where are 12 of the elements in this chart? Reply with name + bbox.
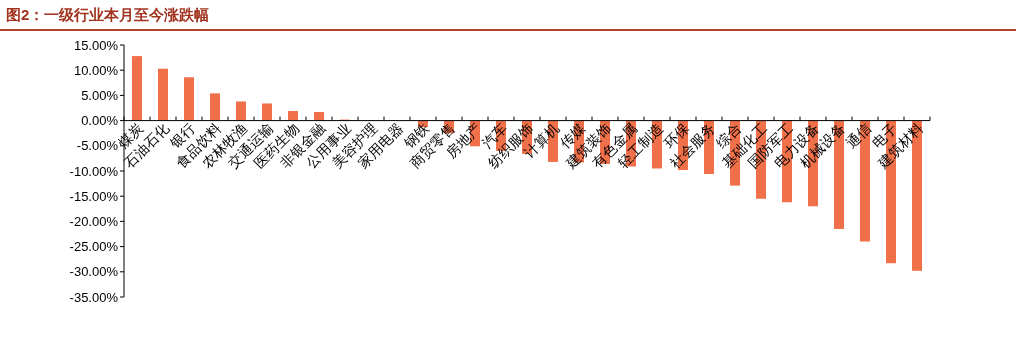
y-tick-label: -35.00%: [69, 289, 119, 305]
y-tick-label: 5.00%: [81, 87, 119, 103]
y-tick-label: 0.00%: [81, 113, 119, 129]
y-tick-label: -15.00%: [69, 188, 119, 204]
y-tick-label: -10.00%: [69, 163, 119, 179]
y-tick-label: 15.00%: [73, 37, 119, 53]
y-tick-label: 10.00%: [73, 62, 119, 78]
y-tick-label: -30.00%: [69, 264, 119, 280]
y-tick-label: -25.00%: [69, 239, 119, 255]
y-tick-label: -5.00%: [76, 138, 119, 154]
title: 图2：一级行业本月至今涨跌幅: [6, 6, 210, 23]
y-tick-label: -20.00%: [69, 213, 119, 229]
